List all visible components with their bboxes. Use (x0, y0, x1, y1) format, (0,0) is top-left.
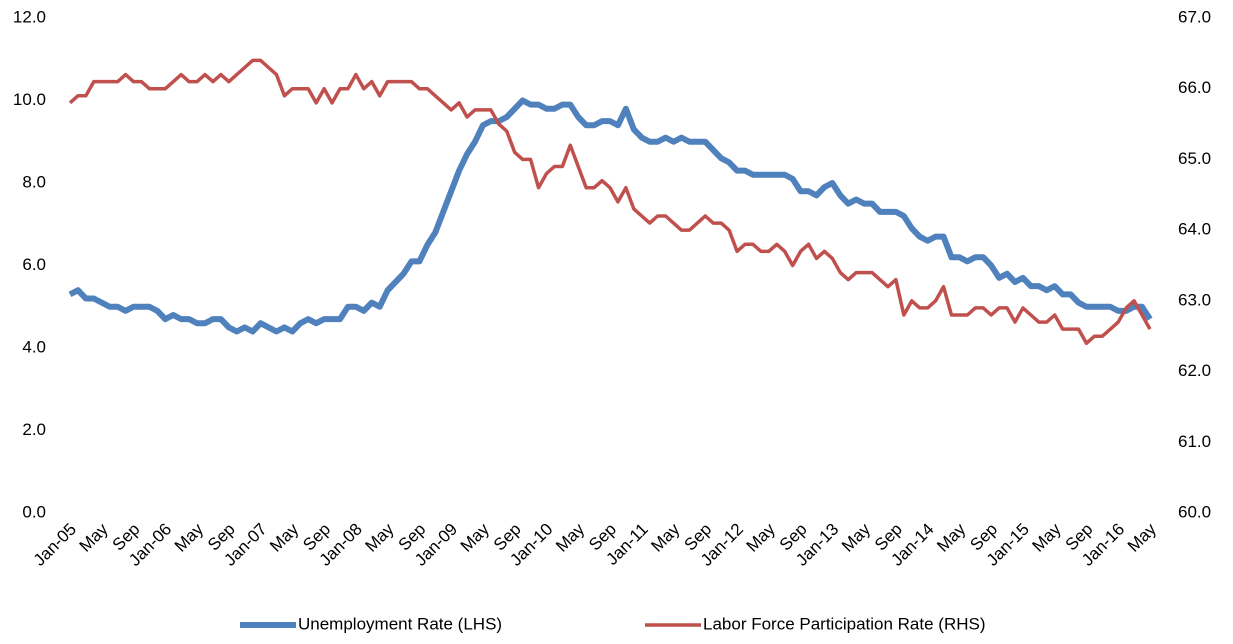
y-tick-label: 10.0 (13, 90, 46, 109)
x-tick-label: May (171, 519, 207, 555)
x-tick-label: May (933, 519, 969, 555)
x-tick-label: May (1124, 519, 1160, 555)
x-tick-label: May (743, 519, 779, 555)
y-tick-label: 4.0 (22, 337, 46, 356)
legend-label: Unemployment Rate (LHS) (298, 614, 502, 633)
y2-tick-label: 65.0 (1178, 149, 1211, 168)
y2-tick-label: 66.0 (1178, 78, 1211, 97)
x-tick-label: Jan-05 (30, 520, 80, 570)
y2-tick-label: 64.0 (1178, 220, 1211, 239)
y2-tick-label: 63.0 (1178, 290, 1211, 309)
x-tick-label: May (838, 519, 874, 555)
series-line (68, 58, 1152, 346)
x-tick-label: May (647, 519, 683, 555)
y-tick-label: 2.0 (22, 420, 46, 439)
x-tick-label: May (457, 519, 493, 555)
x-tick-label: May (266, 519, 302, 555)
legend-label: Labor Force Participation Rate (RHS) (703, 614, 986, 633)
y2-tick-label: 62.0 (1178, 361, 1211, 380)
y2-tick-label: 61.0 (1178, 432, 1211, 451)
x-tick-label: May (361, 519, 397, 555)
y-tick-label: 12.0 (13, 7, 46, 26)
series-line (68, 97, 1153, 335)
y2-tick-label: 60.0 (1178, 502, 1211, 521)
x-tick-label: May (552, 519, 588, 555)
y-tick-label: 6.0 (22, 255, 46, 274)
x-tick-label: May (76, 519, 112, 555)
y-tick-label: 8.0 (22, 172, 46, 191)
x-tick-label: May (1029, 519, 1065, 555)
y2-tick-label: 67.0 (1178, 7, 1211, 26)
y-tick-label: 0.0 (22, 502, 46, 521)
